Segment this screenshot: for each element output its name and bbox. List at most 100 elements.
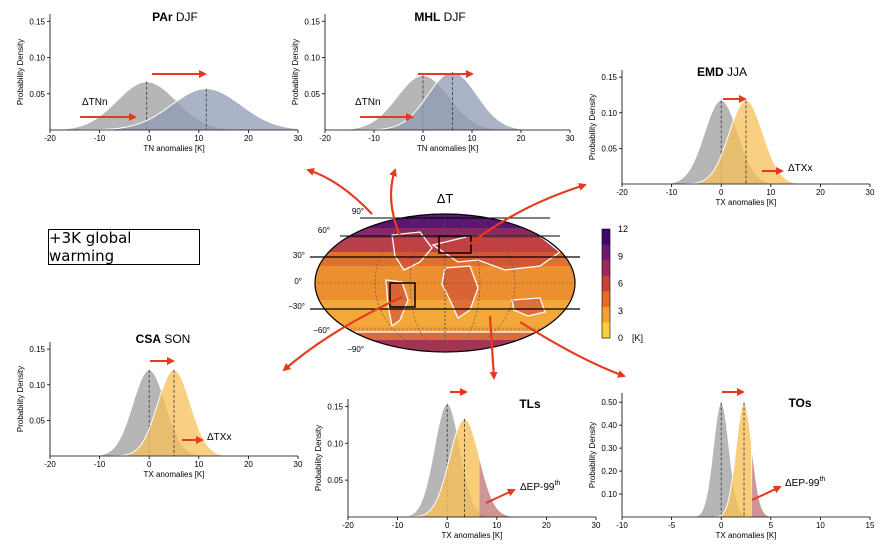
x-tick-label: -10 [94,460,106,469]
warming-label: +3K global warming [49,229,132,265]
x-tick-label: 20 [244,134,253,143]
x-tick-label: 5 [769,521,774,530]
arrow-to-mhl [389,168,402,237]
x-tick-label: -5 [668,521,676,530]
x-tick-label: 20 [542,521,551,530]
arrow-to-csa [282,296,403,372]
x-tick-label: 20 [816,188,825,197]
x-tick-label: 0 [147,460,152,469]
x-tick-label: 0 [421,134,426,143]
map-band [315,228,575,238]
y-tick-label: 0.15 [29,345,45,354]
x-tick-label: 30 [592,521,601,530]
y-tick-label: 0.10 [327,439,343,448]
x-tick-label: 30 [566,134,575,143]
panel-tos: -10 -5 0 5 10 15 0.50 0.40 0.30 0.20 0.10 TX anomal… [588,388,875,540]
y-axis-label: Probability Density [314,425,323,491]
extreme-label: ΔTNn [82,97,108,108]
arrow-to-emd [469,182,587,245]
panel-title-season: JJA [724,65,747,79]
panel-title-bold: CSA [136,332,162,346]
extreme-arrow [751,485,782,501]
density-series-orange [622,402,752,517]
x-tick-label: 20 [517,134,526,143]
graticule-lon [409,214,481,352]
extreme-label-main: ΔTXx [207,432,231,443]
colorbar-segment [602,244,610,261]
warming-label-box: +3K global warming [48,229,200,265]
y-axis-label: Probability Density [16,39,25,105]
x-tick-label: -10 [616,521,628,530]
colorbar-segment [602,291,610,308]
continent-outline [391,231,433,271]
extreme-label: ΔTNn [355,97,381,108]
colorbar-tick-label: 6 [618,279,623,289]
extreme-label-sup: th [819,476,825,483]
graticule-lon [444,214,446,352]
continent-outline [385,279,409,328]
x-tick-label: -10 [94,134,106,143]
x-tick-label: -10 [368,134,380,143]
y-tick-label: 0.40 [601,421,617,430]
panel-csa: -20 -10 0 10 20 30 0.15 0.10 0.05 TX anomalies [K… [16,332,303,479]
x-tick-label: 30 [294,134,303,143]
extreme-label-main: ΔEP-99 [520,482,555,493]
x-tick-label: 10 [194,460,203,469]
y-tick-label: 0.05 [327,476,343,485]
panel-title: TOs [788,396,811,410]
x-tick-label: 10 [194,134,203,143]
x-tick-label: 10 [468,134,477,143]
lat-label: 0° [294,277,302,286]
x-tick-label: 30 [866,188,875,197]
map-body [315,214,575,352]
lat-label: −90° [347,345,364,354]
panel-title-bold: PAr [152,10,173,24]
x-tick-label: -20 [44,134,56,143]
x-tick-label: 0 [719,521,724,530]
colorbar: 12 9 6 3 0 [K] [601,224,643,343]
y-tick-label: 0.10 [29,381,45,390]
colorbar-tick-label: 9 [618,251,623,261]
lat-label: −30° [288,302,305,311]
continent-outline [511,297,546,317]
graticule-lon [374,214,516,352]
x-tick-label: 20 [244,460,253,469]
connector-arrows [282,167,626,380]
colorbar-tick-label: 3 [618,306,623,316]
x-tick-label: 0 [719,188,724,197]
extreme-label: ΔTXx [207,432,231,443]
panel-mhl: -20 -10 0 10 20 30 0.15 0.10 0.05 TN anomalies [K… [291,10,575,153]
x-axis-label: TX anomalies [K] [442,531,503,540]
panel-title-season: DJF [173,10,198,24]
panel-title: CSA SON [136,332,191,346]
colorbar-segment [602,322,610,339]
map-outline [314,213,576,353]
y-tick-label: 0.10 [601,109,617,118]
panel-title-bold: TLs [519,397,541,411]
y-tick-label: 0.10 [29,54,45,63]
x-tick-label: -20 [44,460,56,469]
colorbar-unit: [K] [632,333,643,343]
x-tick-label: 15 [866,521,875,530]
lat-label: 30° [293,251,305,260]
arrow-to-tos [519,321,626,378]
panel-title-bold: TOs [788,396,811,410]
x-tick-label: 10 [766,188,775,197]
y-tick-label: 0.10 [304,54,320,63]
y-axis-label: Probability Density [588,94,597,160]
x-tick-label: 10 [816,521,825,530]
lat-label: 60° [318,226,330,235]
y-tick-label: 0.20 [601,467,617,476]
x-tick-label: 30 [294,460,303,469]
y-tick-label: 0.15 [304,17,320,26]
panel-title-bold: EMD [697,65,724,79]
x-tick-label: 0 [445,521,450,530]
panel-title: TLs [519,397,541,411]
extreme-label-main: ΔTNn [355,97,381,108]
panel-title-bold: MHL [414,10,440,24]
extreme-arrow [485,488,516,504]
extreme-label-main: ΔEP-99 [785,478,820,489]
y-tick-label: 0.15 [327,402,343,411]
colorbar-segment [602,275,610,292]
